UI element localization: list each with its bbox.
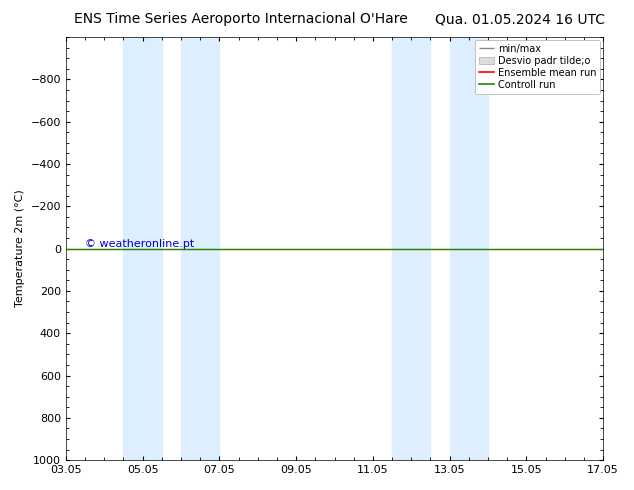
Bar	[124, 37, 162, 460]
Bar	[450, 37, 488, 460]
Bar	[181, 37, 219, 460]
Y-axis label: Temperature 2m (°C): Temperature 2m (°C)	[15, 190, 25, 307]
Bar	[392, 37, 430, 460]
Text: © weatheronline.pt: © weatheronline.pt	[85, 239, 195, 248]
Text: ENS Time Series Aeroporto Internacional O'Hare: ENS Time Series Aeroporto Internacional …	[74, 12, 408, 26]
Legend: min/max, Desvio padr tilde;o, Ensemble mean run, Controll run: min/max, Desvio padr tilde;o, Ensemble m…	[476, 40, 600, 94]
Text: Qua. 01.05.2024 16 UTC: Qua. 01.05.2024 16 UTC	[435, 12, 605, 26]
